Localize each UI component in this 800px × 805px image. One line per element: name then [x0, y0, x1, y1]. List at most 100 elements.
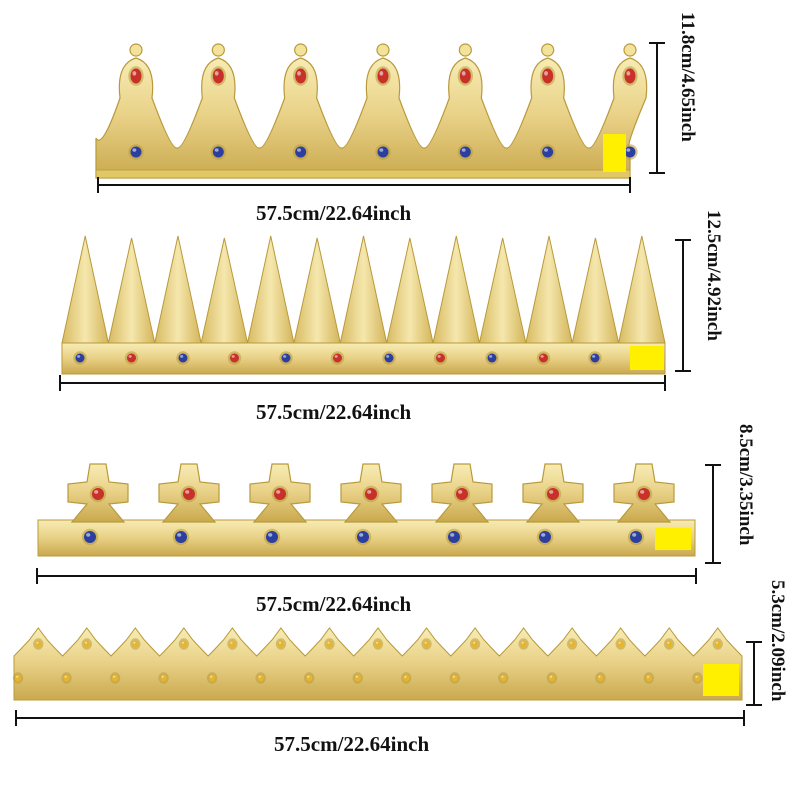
crown-1-blue-jewel	[377, 146, 389, 158]
crown-3-blue-jewel	[175, 531, 187, 543]
crown-4-top-jewel-shine	[715, 641, 718, 644]
crown-2-jewel-shine	[231, 355, 235, 358]
crown-1-knob	[376, 43, 390, 57]
crown-2-spiked	[61, 235, 666, 375]
crown-1-blue-jewel	[542, 146, 554, 158]
crown-4-top-jewel	[83, 640, 90, 648]
crown-4-band-jewel-shine	[113, 675, 116, 678]
crown-4-band-jewel	[645, 674, 652, 682]
crown-3-blue-jewel-shine	[177, 533, 182, 537]
crown-2-spike	[478, 237, 527, 344]
crown-1-red-jewel	[542, 68, 554, 84]
crown-2-jewel-shine	[592, 355, 596, 358]
crown-4-band-jewel	[403, 674, 410, 682]
crown-4-top-jewel-shine	[424, 641, 427, 644]
crown-1-blue-jewel-shine	[626, 148, 631, 152]
crown-1-blue-jewel	[295, 146, 307, 158]
crown-3-adhesive-tab	[655, 528, 691, 550]
crown-4-band-jewel	[63, 674, 70, 682]
crown-1-knob	[458, 43, 472, 57]
crown-4-top-jewel-shine	[570, 641, 573, 644]
crown-1-knob	[211, 43, 225, 57]
crown-3-red-jewel	[92, 488, 104, 500]
crown-2-jewel	[127, 353, 136, 363]
crown-4-top-jewel-shine	[181, 641, 185, 644]
crown-3-red-jewel	[183, 488, 195, 500]
crown-3-red-jewel-shine	[185, 490, 190, 494]
crown-2-jewel-shine	[437, 355, 441, 358]
crown-2-spike	[293, 237, 341, 344]
crown-4-top-jewel	[472, 640, 479, 648]
crown-3-blue-jewel-shine	[541, 533, 546, 537]
crown-4-band-jewel-shine	[598, 675, 601, 678]
crown-2-jewel	[539, 353, 548, 363]
crown-2-jewel	[333, 353, 342, 363]
crown-4-band-jewel	[306, 674, 313, 682]
crown-4-height-label: 5.3cm/2.09inch	[767, 580, 788, 702]
crown-2-jewel	[487, 353, 497, 363]
crown-4-top-jewel-shine	[36, 641, 39, 644]
crown-3-red-jewel-shine	[640, 490, 645, 494]
crown-4-band-jewel	[257, 674, 264, 682]
crown-2-jewel-shine	[128, 355, 132, 358]
crown-4-band-jewel	[209, 674, 216, 682]
crown-4-top-jewel-shine	[230, 641, 233, 644]
crown-1-red-jewel	[212, 68, 224, 84]
crown-4-top-jewel-shine	[521, 641, 524, 644]
crown-1-red-jewel-shine	[297, 71, 301, 76]
crown-1-red-jewel-shine	[544, 71, 548, 76]
crown-2-jewel-shine	[283, 355, 287, 358]
crown-3-blue-jewel	[357, 531, 369, 543]
crown-1-blue-jewel	[212, 146, 224, 158]
crown-4-band-jewel	[500, 674, 507, 682]
crown-1-blue-jewel	[130, 146, 142, 158]
crown-4-top-jewel-shine	[618, 641, 621, 644]
crown-3-height-label: 8.5cm/3.35inch	[735, 424, 756, 546]
crown-1-blue-jewel-shine	[379, 148, 384, 152]
crown-2-spike	[107, 237, 156, 344]
crown-1-red-jewel-shine	[379, 71, 384, 76]
crown-1-blue-jewel	[459, 146, 471, 158]
crown-4-band-jewel-shine	[210, 675, 213, 678]
crown-2-jewel-shine	[334, 355, 338, 358]
crown-4-band-jewel	[15, 674, 21, 682]
crown-4-top-jewel	[180, 640, 187, 648]
crown-1-knob	[129, 43, 143, 57]
crown-1-red-jewel	[459, 68, 471, 84]
crown-2-spike	[571, 237, 620, 344]
crown-3-red-jewel	[547, 488, 559, 500]
crown-4-top-jewel-shine	[376, 641, 379, 644]
crown-4-top-jewel	[35, 640, 42, 648]
crown-1-red-jewel-shine	[132, 71, 137, 76]
crown-4-top-jewel-shine	[84, 641, 87, 644]
crown-4-band-jewel-shine	[452, 675, 455, 678]
crown-3-blue-jewel	[84, 531, 96, 543]
crown-4-body	[13, 627, 743, 701]
crown-2-spike	[246, 235, 295, 344]
crown-4-top-jewel	[569, 640, 576, 648]
crown-4-small-point	[12, 627, 743, 701]
crown-2-width-label: 57.5cm/22.64inch	[256, 400, 412, 424]
crown-3-red-jewel	[638, 488, 650, 500]
crown-4-top-jewel	[520, 640, 527, 648]
crown-2-jewel-shine	[386, 355, 390, 358]
crown-4-width-label: 57.5cm/22.64inch	[274, 732, 430, 756]
crown-4-band-jewel-shine	[64, 675, 67, 678]
crown-2-jewel	[590, 353, 600, 363]
crown-4-band-jewel-shine	[307, 675, 310, 678]
crown-1-red-jewel	[624, 68, 636, 84]
crown-4-band-jewel	[548, 674, 555, 682]
crown-4-band-jewel-shine	[404, 675, 407, 678]
crown-2-jewel-shine	[180, 355, 184, 358]
crown-1-width-label: 57.5cm/22.64inch	[256, 201, 412, 225]
crown-2-jewel	[384, 353, 394, 363]
crown-4-band-jewel-shine	[16, 675, 19, 678]
crown-4-band-jewel-shine	[501, 675, 504, 678]
crown-2-jewel-shine	[489, 355, 493, 358]
crown-3-red-jewel-shine	[458, 490, 463, 494]
crown-4-top-jewel	[714, 640, 721, 648]
crown-4-band-jewel	[354, 674, 361, 682]
crown-1-knob	[294, 43, 308, 57]
crown-2-jewel	[230, 353, 239, 363]
crown-2-jewel-shine	[77, 355, 81, 358]
